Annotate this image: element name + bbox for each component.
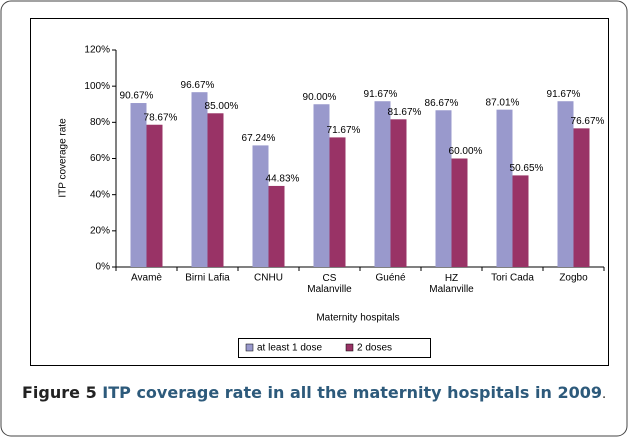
legend-swatch	[345, 343, 354, 352]
y-tick-label: 100%	[84, 81, 110, 92]
x-tick-label: HZ Malanville	[429, 273, 474, 295]
legend-label: 2 doses	[357, 343, 392, 354]
value-label: 91.67%	[547, 89, 581, 100]
y-tick-label: 20%	[90, 225, 110, 236]
value-label: 86.67%	[425, 98, 459, 109]
value-label: 96.67%	[181, 80, 215, 91]
bar	[496, 109, 513, 267]
value-label: 60.00%	[449, 146, 483, 157]
bar	[451, 158, 468, 267]
legend-box	[238, 338, 431, 358]
value-label: 78.67%	[144, 112, 178, 123]
caption-text: ITP coverage rate in all the maternity h…	[102, 383, 602, 402]
bar	[390, 119, 407, 267]
bar	[374, 101, 391, 268]
caption-end: .	[602, 387, 607, 402]
bar	[268, 185, 285, 267]
y-axis-label: ITP coverage rate	[58, 118, 69, 198]
value-label: 76.67%	[571, 116, 605, 127]
x-tick-label: Zogbo	[559, 273, 588, 284]
value-label: 50.65%	[510, 163, 544, 174]
y-tick-label: 0%	[96, 262, 111, 273]
bar	[130, 103, 147, 267]
value-label: 81.67%	[388, 107, 422, 118]
bar	[191, 92, 208, 267]
x-tick-label: CNHU	[254, 273, 283, 284]
value-label: 87.01%	[486, 97, 520, 108]
value-label: 71.67%	[327, 125, 361, 136]
caption-label: Figure 5	[22, 383, 97, 402]
value-label: 44.83%	[266, 174, 300, 185]
y-tick-label: 60%	[90, 153, 110, 164]
bar	[573, 128, 590, 267]
caption: Figure 5 ITP coverage rate in all the ma…	[22, 380, 610, 407]
x-tick-label: Tori Cada	[491, 273, 534, 284]
y-tick-label: 120%	[84, 45, 110, 56]
legend-label: at least 1 dose	[257, 343, 322, 354]
bar	[557, 101, 574, 268]
bar	[435, 110, 452, 267]
value-label: 85.00%	[205, 101, 239, 112]
x-tick-label: Guéné	[375, 273, 405, 284]
x-tick-label: Avamè	[131, 273, 162, 284]
bar	[512, 175, 529, 267]
x-tick-label: Birni Lafia	[185, 273, 230, 284]
legend-swatch	[245, 343, 254, 352]
bar	[329, 137, 346, 267]
value-label: 91.67%	[364, 89, 398, 100]
bar	[313, 104, 330, 267]
x-tick-label: CS Malanville	[307, 273, 352, 295]
bar	[207, 113, 224, 268]
value-label: 67.24%	[242, 133, 276, 144]
bar	[146, 124, 163, 267]
value-label: 90.67%	[120, 91, 154, 102]
y-tick-label: 40%	[90, 189, 110, 200]
x-axis-label: Maternity hospitals	[316, 313, 399, 324]
y-tick-label: 80%	[90, 117, 110, 128]
value-label: 90.00%	[303, 92, 337, 103]
bar	[252, 145, 269, 267]
